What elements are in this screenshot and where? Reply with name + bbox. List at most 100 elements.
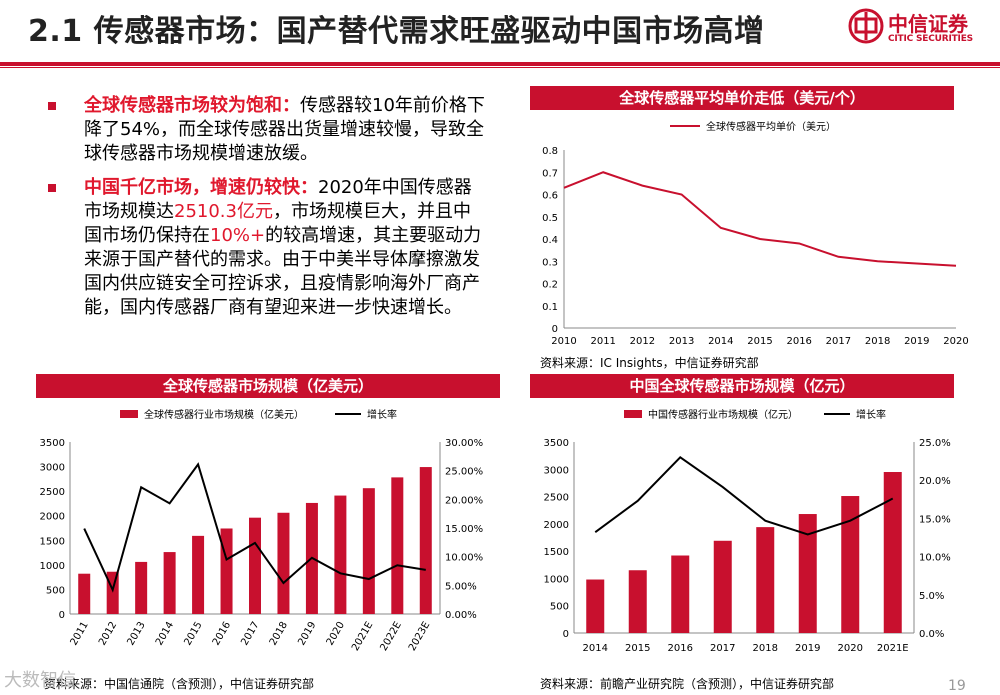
x-tick-label: 2020 <box>838 643 863 654</box>
bullet-red-value: 10%+ <box>210 225 266 246</box>
citic-seal-icon <box>848 8 884 44</box>
bar <box>163 552 176 614</box>
bar <box>135 561 148 614</box>
global-chart-source: 资料来源：中国信通院（含预测），中信证券研究部 <box>44 677 315 691</box>
x-tick-label: 2013 <box>125 620 147 648</box>
y2-tick-label: 20.00% <box>445 495 483 506</box>
x-tick-label: 2023E <box>407 620 432 653</box>
china-chart-source: 资料来源：前瞻产业研究院（含预测），中信证券研究部 <box>540 677 835 691</box>
y2-tick-label: 0.00% <box>445 610 477 621</box>
logo-en: CITIC SECURITIES <box>888 34 973 44</box>
bullet-global: 全球传感器市场较为饱和：传感器较10年前价格下降了54%，而全球传感器出货量增速… <box>48 94 488 166</box>
y-tick-label: 0.2 <box>542 280 558 291</box>
y-tick-label: 1500 <box>544 547 569 558</box>
y2-tick-label: 15.0% <box>919 514 951 525</box>
x-tick-label: 2022E <box>378 620 403 653</box>
bullet-text: 传感器较10年前价格下降了54%，而全球传感器出货量增速较慢，导致全球传感器市场… <box>84 95 485 164</box>
y2-tick-label: 5.0% <box>919 591 944 602</box>
y-tick-label: 0 <box>59 610 65 621</box>
bullet-china: 中国千亿市场，增速仍较快：2020年中国传感器市场规模达2510.3亿元，市场规… <box>48 176 488 320</box>
y2-tick-label: 20.0% <box>919 476 951 487</box>
bar <box>220 528 233 614</box>
y-tick-label: 0 <box>563 629 569 640</box>
bullet-highlight: 全球传感器市场较为饱和： <box>84 95 300 116</box>
y-tick-label: 3500 <box>40 438 65 449</box>
x-tick-label: 2014 <box>583 643 608 654</box>
y-tick-label: 2500 <box>40 487 65 498</box>
x-tick-label: 2015 <box>747 336 772 347</box>
x-tick-label: 2012 <box>630 336 655 347</box>
y-tick-label: 0 <box>552 324 558 335</box>
x-tick-label: 2018 <box>753 643 778 654</box>
bar <box>883 472 902 633</box>
legend-label: 中国传感器行业市场规模（亿元） <box>648 408 798 421</box>
y2-tick-label: 0.0% <box>919 629 944 640</box>
x-tick-label: 2019 <box>296 620 318 648</box>
y-tick-label: 0.4 <box>542 235 558 246</box>
bar <box>277 512 290 614</box>
x-tick-label: 2017 <box>710 643 735 654</box>
bullet-highlight: 中国千亿市场，增速仍较快： <box>84 177 318 198</box>
x-tick-label: 2014 <box>154 620 176 648</box>
x-tick-label: 2015 <box>625 643 650 654</box>
bullet-text: 的较高增速，其主要驱动力来源于国产替代的需求。由于中美半导体摩擦激发国内供应链安… <box>84 225 482 318</box>
y2-tick-label: 5.00% <box>445 581 477 592</box>
y-tick-label: 3500 <box>544 438 569 449</box>
x-tick-label: 2021E <box>877 643 909 654</box>
series-line-growth <box>594 455 894 536</box>
y-tick-label: 0.5 <box>542 213 558 224</box>
page-title: 2.1 传感器市场：国产替代需求旺盛驱动中国市场高增 <box>28 14 765 49</box>
bar <box>798 514 817 633</box>
y-tick-label: 0.8 <box>542 146 558 157</box>
legend-bar-swatch <box>624 410 642 418</box>
china-market-chart: 中国传感器行业市场规模（亿元） 增长率 0 500 1000 1500 2000 2500 30… <box>544 408 951 654</box>
x-tick-label: 2013 <box>669 336 694 347</box>
legend-label: 全球传感器平均单价（美元） <box>706 120 836 133</box>
x-tick-label: 2010 <box>551 336 576 347</box>
logo-cn: 中信证券 <box>888 12 968 36</box>
legend-label: 增长率 <box>367 408 397 421</box>
x-tick-label: 2016 <box>668 643 693 654</box>
bar <box>249 517 261 614</box>
bar <box>391 477 404 614</box>
x-tick-label: 2020 <box>943 336 968 347</box>
series-line-price <box>563 171 957 267</box>
y-tick-label: 0.3 <box>542 257 558 268</box>
bullet-square-icon <box>48 184 56 192</box>
x-tick-label: 2018 <box>865 336 890 347</box>
series-line-growth <box>83 462 426 593</box>
global-chart-header: 全球传感器市场规模（亿美元） <box>36 374 500 398</box>
y2-tick-label: 30.00% <box>445 438 483 449</box>
header-rule-thin <box>0 67 1000 68</box>
x-tick-label: 2015 <box>182 620 204 648</box>
y-tick-label: 0.6 <box>542 191 558 202</box>
global-market-chart: 全球传感器行业市场规模（亿美元） 增长率 0 500 1000 1500 2000 2500 3… <box>40 408 484 653</box>
x-tick-label: 2017 <box>826 336 851 347</box>
bar <box>841 496 860 633</box>
y2-tick-label: 25.00% <box>445 467 483 478</box>
watermark: 大数智信 <box>4 670 76 691</box>
y-tick-label: 2500 <box>544 493 569 504</box>
legend-bar-swatch <box>120 410 138 418</box>
x-tick-label: 2011 <box>69 620 91 648</box>
x-tick-label: 2016 <box>211 620 233 648</box>
price-chart-source: 资料来源：IC Insights，中信证券研究部 <box>540 356 759 370</box>
bar <box>713 540 732 633</box>
y2-tick-label: 15.00% <box>445 524 483 535</box>
x-tick-label: 2014 <box>708 336 733 347</box>
header-rule <box>0 62 1000 66</box>
y-tick-label: 1000 <box>40 561 65 572</box>
bullet-square-icon <box>48 102 56 110</box>
x-tick-label: 2019 <box>904 336 929 347</box>
bullet-text: ，市场规模巨大，并且中国市场仍保持在 <box>84 201 471 246</box>
china-chart-header: 中国全球传感器市场规模（亿元） <box>530 374 954 398</box>
x-tick-label: 2016 <box>786 336 811 347</box>
bar <box>671 555 690 633</box>
price-chart-header: 全球传感器平均单价走低（美元/个） <box>530 86 954 110</box>
y-tick-label: 0.1 <box>542 302 558 313</box>
legend-label: 增长率 <box>856 408 886 421</box>
price-line-chart: 全球传感器平均单价（美元） 0 0.1 0.2 0.3 0.4 0.5 0.6 0.7 0.8 20… <box>542 120 969 347</box>
y-tick-label: 2000 <box>40 512 65 523</box>
x-tick-label: 2012 <box>97 620 119 648</box>
bar <box>756 527 775 633</box>
